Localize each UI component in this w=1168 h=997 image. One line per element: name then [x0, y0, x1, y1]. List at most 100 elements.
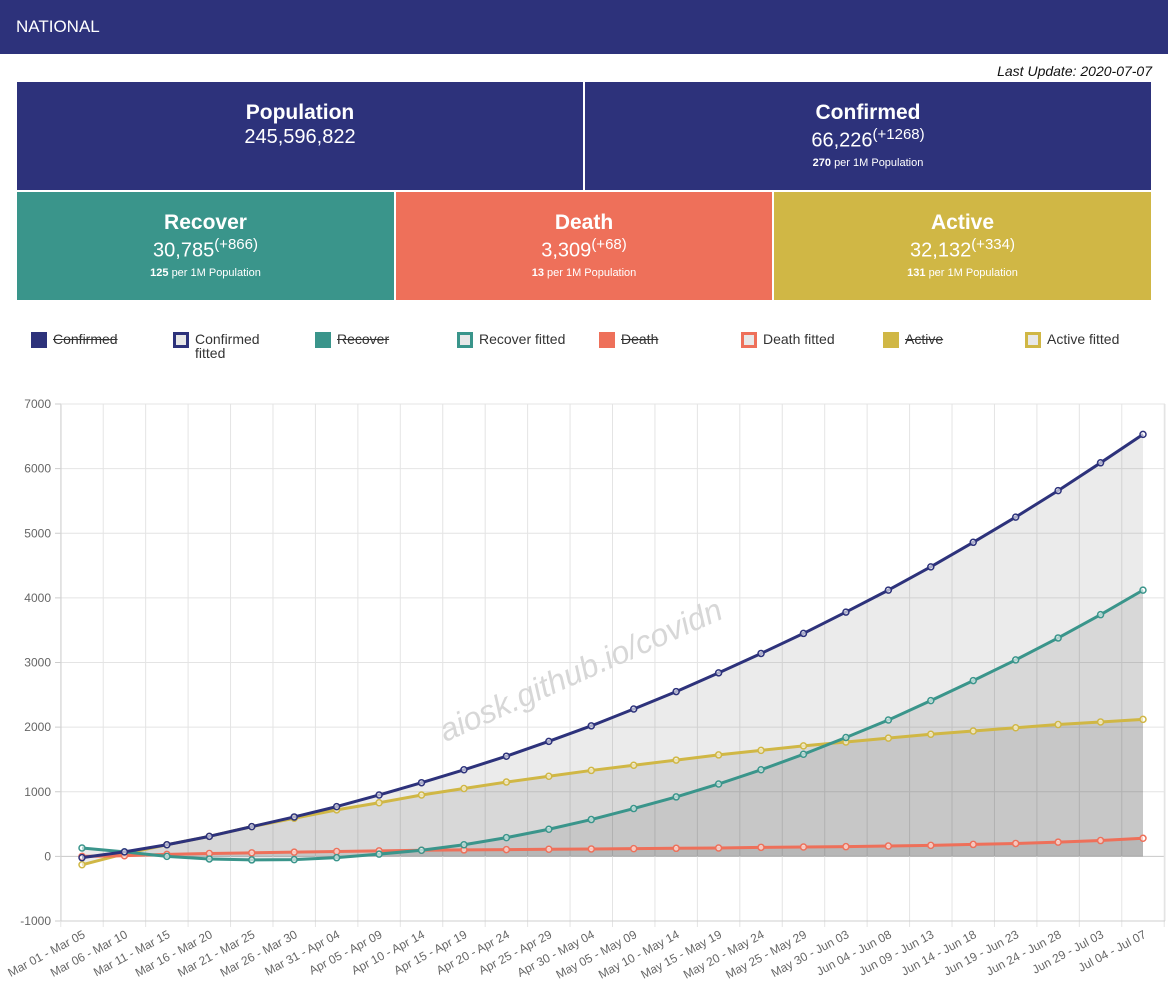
page-title[interactable]: NATIONAL [16, 17, 100, 36]
data-point [545, 845, 553, 854]
recover-card: Recover 30,785(+866) 125 per 1M Populati… [17, 192, 394, 300]
data-point [1011, 513, 1020, 521]
legend-swatch [883, 332, 899, 348]
legend-swatch [457, 332, 473, 348]
data-point [672, 844, 680, 853]
data-point [375, 798, 383, 807]
series-line [81, 588, 1144, 862]
series-line [81, 836, 1144, 858]
data-point [417, 778, 426, 787]
data-point [1139, 430, 1147, 439]
legend-label: Active fitted [1047, 331, 1120, 347]
data-point [1054, 838, 1062, 846]
legend-swatch [741, 332, 757, 348]
data-point [714, 780, 723, 788]
data-point [757, 843, 765, 852]
legend-swatch [31, 332, 47, 348]
data-point [78, 861, 86, 869]
data-point [672, 756, 680, 764]
data-point [545, 737, 553, 746]
data-point [248, 856, 256, 864]
card-value: 32,132(+334) [910, 236, 1015, 262]
data-point [375, 850, 383, 858]
data-point [969, 840, 977, 849]
data-point [1054, 634, 1062, 642]
confirmed-card: Confirmed 66,226(+1268) 270 per 1M Popul… [585, 82, 1151, 190]
card-title: Active [930, 211, 995, 234]
data-point [290, 855, 298, 864]
data-point [714, 751, 723, 759]
data-point [78, 853, 86, 862]
card-title: Confirmed [815, 101, 921, 124]
data-point [842, 733, 850, 742]
y-tick-label: 7000 [24, 397, 51, 411]
death-card: Death 3,309(+68) 13 per 1M Population [396, 192, 772, 300]
data-point [1096, 718, 1105, 726]
data-point [1011, 839, 1020, 848]
data-point [757, 746, 765, 755]
legend-swatch [315, 332, 331, 348]
data-point [1096, 610, 1105, 619]
y-tick-label: 3000 [24, 656, 51, 670]
series-area [82, 434, 1143, 858]
legend-label: Death [621, 331, 659, 347]
data-point [757, 766, 765, 774]
series-area [82, 590, 1143, 860]
data-point [1011, 656, 1020, 664]
legend-item[interactable]: Recover [315, 332, 427, 348]
data-point [1139, 586, 1147, 594]
data-point [78, 844, 86, 852]
legend-item[interactable]: Active fitted [1025, 332, 1137, 348]
card-delta: (+68) [591, 236, 627, 253]
data-point [672, 793, 680, 801]
card-per-million: 131 per 1M Population [907, 266, 1018, 279]
data-point [799, 843, 808, 851]
data-point [332, 802, 341, 811]
data-point [1139, 834, 1147, 843]
card-delta: (+1268) [872, 126, 925, 143]
legend-item[interactable]: Death [599, 332, 711, 348]
population-card: Population 245,596,822 [17, 82, 583, 190]
data-point [290, 848, 298, 856]
data-point [460, 766, 468, 774]
data-point [502, 845, 511, 854]
card-value: 245,596,822 [244, 126, 356, 148]
legend-label: Recover fitted [479, 331, 566, 347]
series-line [81, 433, 1144, 860]
legend-item[interactable]: Death fitted [741, 332, 853, 348]
data-point [757, 649, 765, 658]
y-tick-label: 5000 [24, 526, 51, 540]
data-point [714, 844, 723, 852]
card-delta: (+866) [214, 236, 258, 253]
chart-legend: Confirmed Confirmed fitted Recover Recover … [0, 330, 1168, 370]
card-value: 3,309(+68) [541, 236, 627, 262]
data-point [375, 791, 383, 799]
data-point [799, 750, 808, 759]
card-per-million: 125 per 1M Population [150, 266, 261, 279]
data-point [927, 696, 935, 705]
data-point [927, 563, 935, 571]
legend-swatch [1025, 332, 1041, 348]
y-tick-label: 2000 [24, 720, 51, 734]
data-point [460, 784, 468, 793]
data-point [502, 778, 511, 786]
data-point [884, 734, 893, 742]
legend-item[interactable]: Recover fitted [457, 332, 569, 348]
legend-swatch [599, 332, 615, 348]
data-point [884, 716, 893, 724]
y-tick-label: 4000 [24, 591, 51, 605]
data-point [120, 848, 129, 856]
legend-item[interactable]: Confirmed fitted [173, 332, 285, 360]
data-point [1096, 459, 1105, 467]
data-point [502, 752, 511, 760]
data-point [163, 852, 171, 861]
legend-item[interactable]: Active [883, 332, 995, 348]
data-point [163, 840, 171, 849]
card-title: Recover [164, 211, 247, 234]
card-per-million: 13 per 1M Population [531, 266, 637, 279]
data-point [332, 853, 341, 862]
legend-item[interactable]: Confirmed [31, 332, 143, 348]
data-point [205, 855, 214, 863]
data-point [969, 676, 977, 685]
